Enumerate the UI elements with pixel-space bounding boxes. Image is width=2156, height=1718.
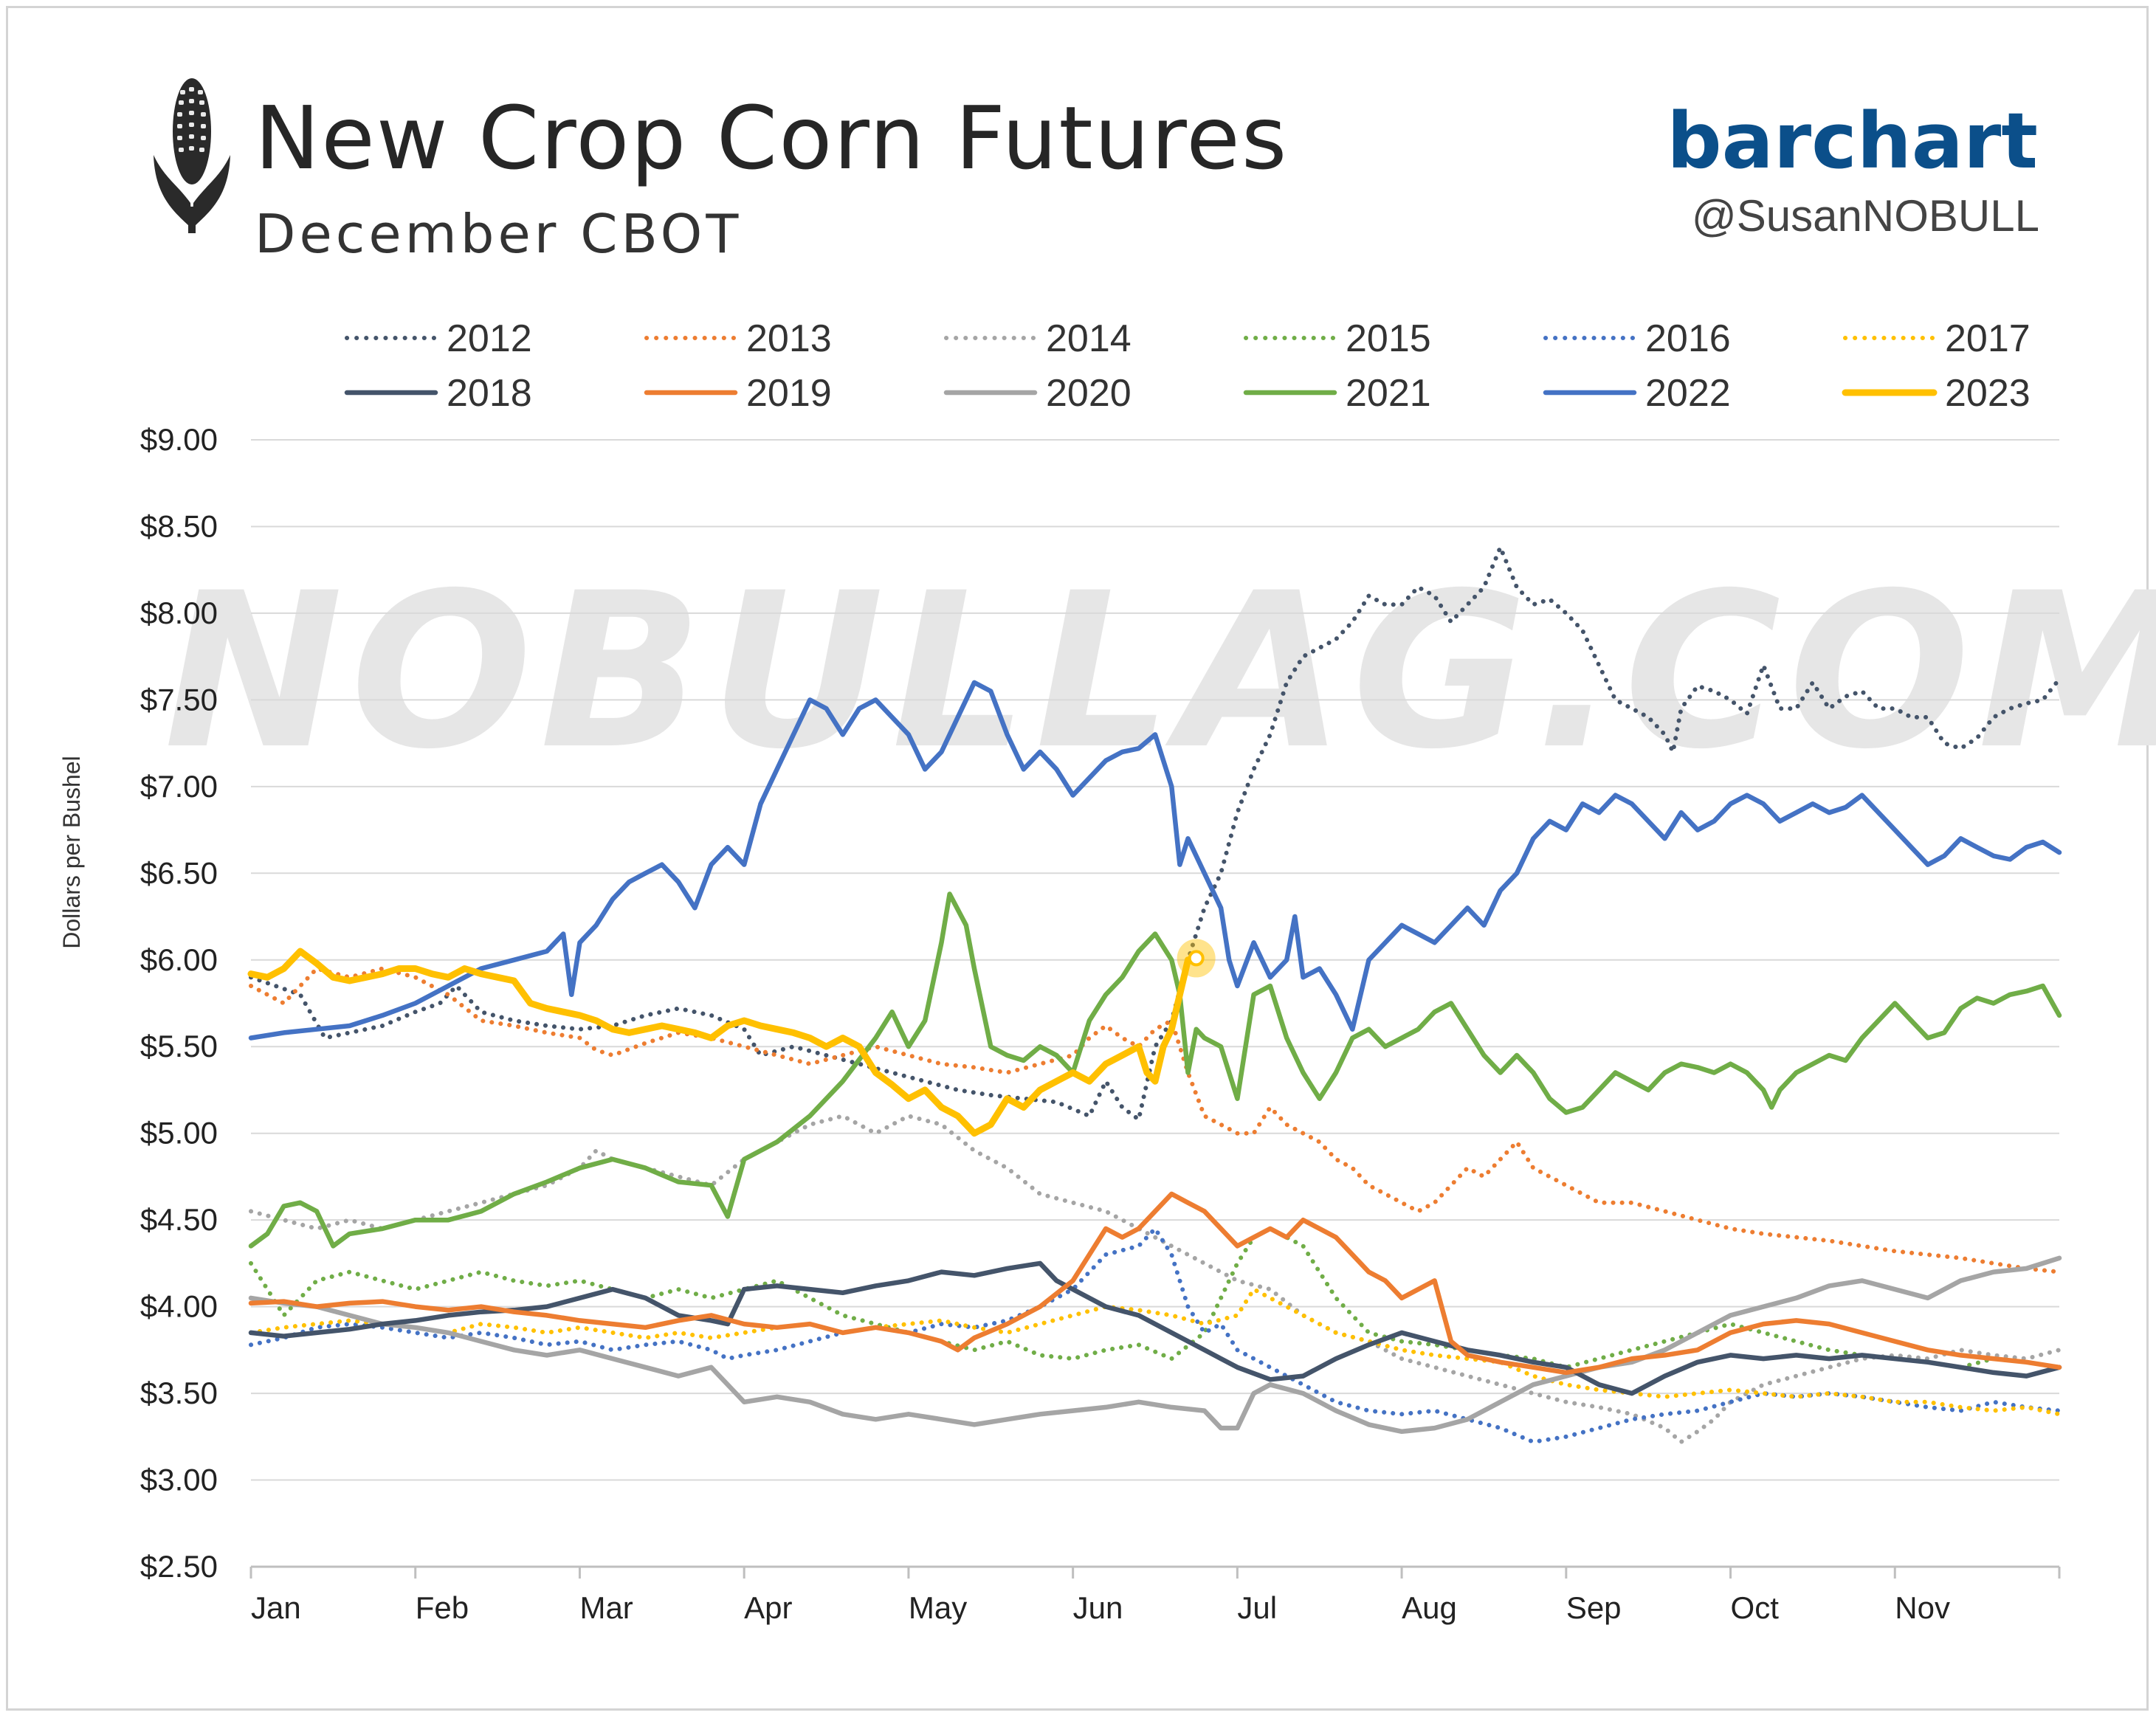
y-axis-title: Dollars per Bushel [58, 756, 85, 948]
x-tick-label: Oct [1731, 1590, 1780, 1625]
x-tick-label: Sep [1566, 1590, 1622, 1625]
x-tick-label: Feb [416, 1590, 469, 1625]
y-tick-label: $5.50 [140, 1029, 218, 1063]
series-line-2020 [248, 1255, 2062, 1435]
legend-label-2015: 2015 [1346, 317, 1431, 360]
legend-label-2013: 2013 [746, 317, 832, 360]
x-axis: Jan Feb Mar Apr May Jun Jul Aug Sep Oct Nov [249, 1565, 2061, 1625]
y-tick-label: $2.50 [140, 1549, 218, 1584]
y-axis: $2.50 $3.00 $3.50 $4.00 $4.50 $5.00 $5.50 $6.00… [140, 422, 218, 1584]
legend-label-2023: 2023 [1945, 372, 2031, 415]
series-line-2022 [248, 680, 2062, 1041]
y-tick-label: $3.00 [140, 1463, 218, 1497]
series-line-2012 [249, 545, 2062, 1122]
legend-label-2017: 2017 [1945, 317, 2031, 360]
series-line-2015 [249, 1226, 2062, 1370]
y-tick-label: $6.50 [140, 855, 218, 890]
highlight-point [1188, 950, 1205, 967]
x-tick-label: Aug [1402, 1590, 1457, 1625]
y-tick-label: $4.00 [140, 1289, 218, 1324]
corn-icon [154, 78, 230, 233]
series-line-2021 [248, 891, 2062, 1249]
legend-label-2020: 2020 [1046, 372, 1132, 415]
watermark: NOBULLAG.COM [164, 548, 2156, 796]
series-line-2013 [249, 966, 2062, 1274]
chart-subtitle: December CBOT [255, 203, 743, 265]
series-line-2019 [248, 1191, 2062, 1376]
legend-label-2019: 2019 [746, 372, 832, 415]
chart-frame [6, 6, 2149, 1711]
x-tick-label: Mar [579, 1590, 633, 1625]
y-tick-label: $9.00 [140, 422, 218, 457]
series-line-2016 [249, 1226, 2062, 1444]
y-tick-label: $4.50 [140, 1202, 218, 1237]
legend-label-2016: 2016 [1645, 317, 1731, 360]
legend-label-2018: 2018 [447, 372, 532, 415]
chart-title: New Crop Corn Futures [255, 87, 1289, 189]
y-tick-label: $7.00 [140, 769, 218, 804]
y-tick-label: $8.50 [140, 508, 218, 543]
y-tick-label: $7.50 [140, 682, 218, 717]
legend: 2012 2013 2014 2015 2016 2017 2018 2019 2020 2021… [344, 317, 2031, 415]
y-tick-label: $3.50 [140, 1376, 218, 1410]
legend-label-2021: 2021 [1346, 372, 1431, 415]
x-tick-label: Nov [1895, 1590, 1950, 1625]
x-tick-label: Apr [744, 1590, 792, 1625]
legend-label-2022: 2022 [1645, 372, 1731, 415]
x-tick-label: Jul [1237, 1590, 1277, 1625]
legend-label-2012: 2012 [447, 317, 532, 360]
author-handle: @SusanNOBULL [1691, 191, 2039, 241]
series-line-2018 [248, 1260, 2062, 1396]
y-tick-label: $6.00 [140, 942, 218, 977]
x-tick-label: May [909, 1590, 967, 1625]
highlight-marker [1177, 939, 1216, 978]
brand-logo: barchart [1667, 96, 2038, 186]
series-lines [247, 545, 2062, 1444]
x-tick-label: Jan [251, 1590, 301, 1625]
legend-label-2014: 2014 [1046, 317, 1132, 360]
y-tick-label: $5.00 [140, 1116, 218, 1150]
x-tick-label: Jun [1073, 1590, 1123, 1625]
y-tick-label: $8.00 [140, 596, 218, 630]
series-line-2023 [247, 948, 1200, 1137]
